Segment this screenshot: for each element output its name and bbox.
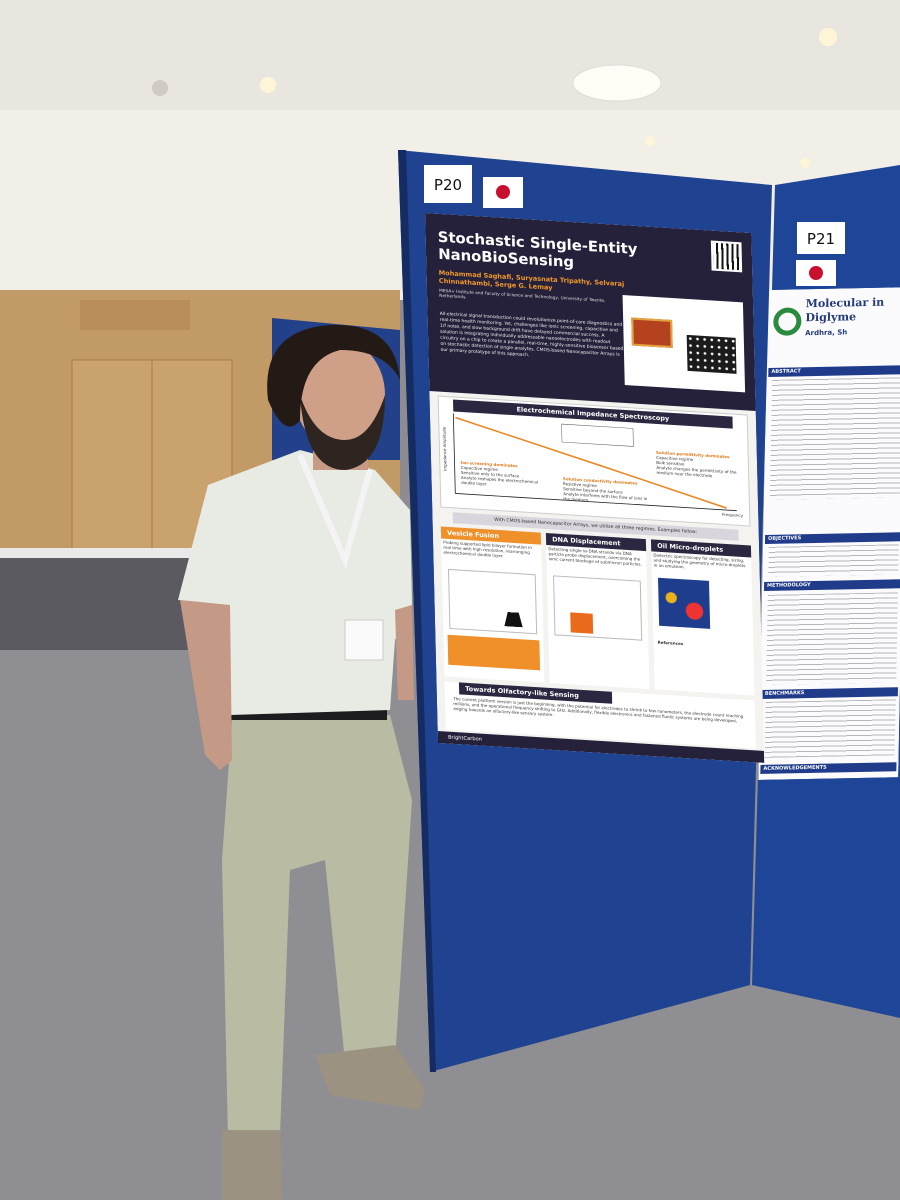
hair	[267, 324, 400, 427]
vent	[80, 300, 190, 330]
board-label: P21	[807, 230, 835, 248]
example-column: Oil Micro-droplets Dielectric spectrosco…	[650, 539, 755, 696]
poster-header: Stochastic Single-Entity NanoBioSensing …	[425, 213, 756, 411]
shoe	[315, 1045, 425, 1110]
eis-plot	[452, 413, 737, 512]
example-figure	[553, 575, 643, 641]
regime: Ion-screening dominates Capacitive regim…	[461, 460, 543, 490]
trousers	[222, 715, 412, 1140]
section-heading: ABSTRACT	[768, 365, 900, 377]
circuit-diagram	[561, 423, 634, 447]
eis-panel: Electrochemical Impedance Spectroscopy I…	[437, 395, 751, 527]
table-top	[0, 548, 200, 558]
downlight	[645, 136, 655, 146]
poster-author: Ardhra, Sh	[805, 328, 848, 338]
name-badge	[344, 619, 384, 661]
board-label-card	[797, 222, 845, 254]
impedance-curve	[455, 416, 727, 509]
section-heading: METHODOLOGY	[763, 579, 900, 591]
poster-p20-sheet: Stochastic Single-Entity NanoBioSensing …	[425, 213, 765, 763]
downlight	[260, 77, 276, 93]
example-column: DNA Displacement Detecting single ss-DNA…	[545, 532, 650, 690]
poster-p21-body: Molecular in Diglyme Ardhra, Sh ABSTRACT…	[758, 287, 900, 780]
qr-code	[710, 240, 743, 273]
shoe	[222, 1130, 282, 1200]
text-block	[766, 592, 898, 685]
y-axis	[452, 413, 456, 494]
downlight	[819, 28, 837, 46]
society-logo	[773, 307, 802, 336]
poster-p21: Molecular in Diglyme Ardhra, Sh ABSTRACT…	[758, 287, 900, 780]
lanyard	[297, 453, 373, 570]
example-caption	[447, 634, 541, 671]
beard	[300, 395, 385, 470]
poster-title: Molecular in Diglyme	[805, 295, 885, 325]
ceiling-speaker	[152, 80, 168, 96]
chip-photo	[631, 317, 673, 348]
person	[178, 324, 425, 1200]
y-axis-label: Impedance Amplitude	[441, 426, 448, 472]
references-heading: References	[657, 639, 684, 647]
flag-disc	[809, 266, 823, 280]
droplet-image	[657, 577, 711, 629]
poster-p21-sheet: Molecular in Diglyme Ardhra, Sh ABSTRACT…	[758, 287, 900, 780]
section-heading: ACKNOWLEDGEMENTS	[760, 762, 897, 774]
example-heatmap	[570, 612, 594, 634]
text-block	[769, 377, 900, 500]
board-label-card	[424, 165, 472, 203]
electrode-array	[686, 334, 737, 374]
example-column: Vesicle Fusion Probing supported lipid b…	[440, 526, 545, 683]
board-label: P20	[434, 176, 462, 194]
downlight	[800, 158, 810, 168]
arm	[395, 605, 414, 700]
ceiling-light	[572, 64, 662, 102]
x-axis	[455, 493, 737, 512]
chip-image	[622, 295, 746, 393]
text-block	[764, 699, 896, 758]
text-block	[768, 544, 899, 577]
section-heading: OBJECTIVES	[764, 532, 900, 544]
flag-disc	[496, 185, 510, 199]
face	[295, 340, 385, 450]
poster-p20-body: Stochastic Single-Entity NanoBioSensing …	[425, 213, 765, 763]
section-heading: BENCHMARKS	[761, 687, 898, 699]
table-skirt	[0, 550, 200, 650]
poster-p20: Stochastic Single-Entity NanoBioSensing …	[425, 213, 765, 763]
board-edge	[398, 150, 436, 1072]
poster-intro: All-electrical signal transduction could…	[439, 311, 624, 359]
arm	[180, 600, 232, 770]
example-figure	[447, 568, 538, 635]
